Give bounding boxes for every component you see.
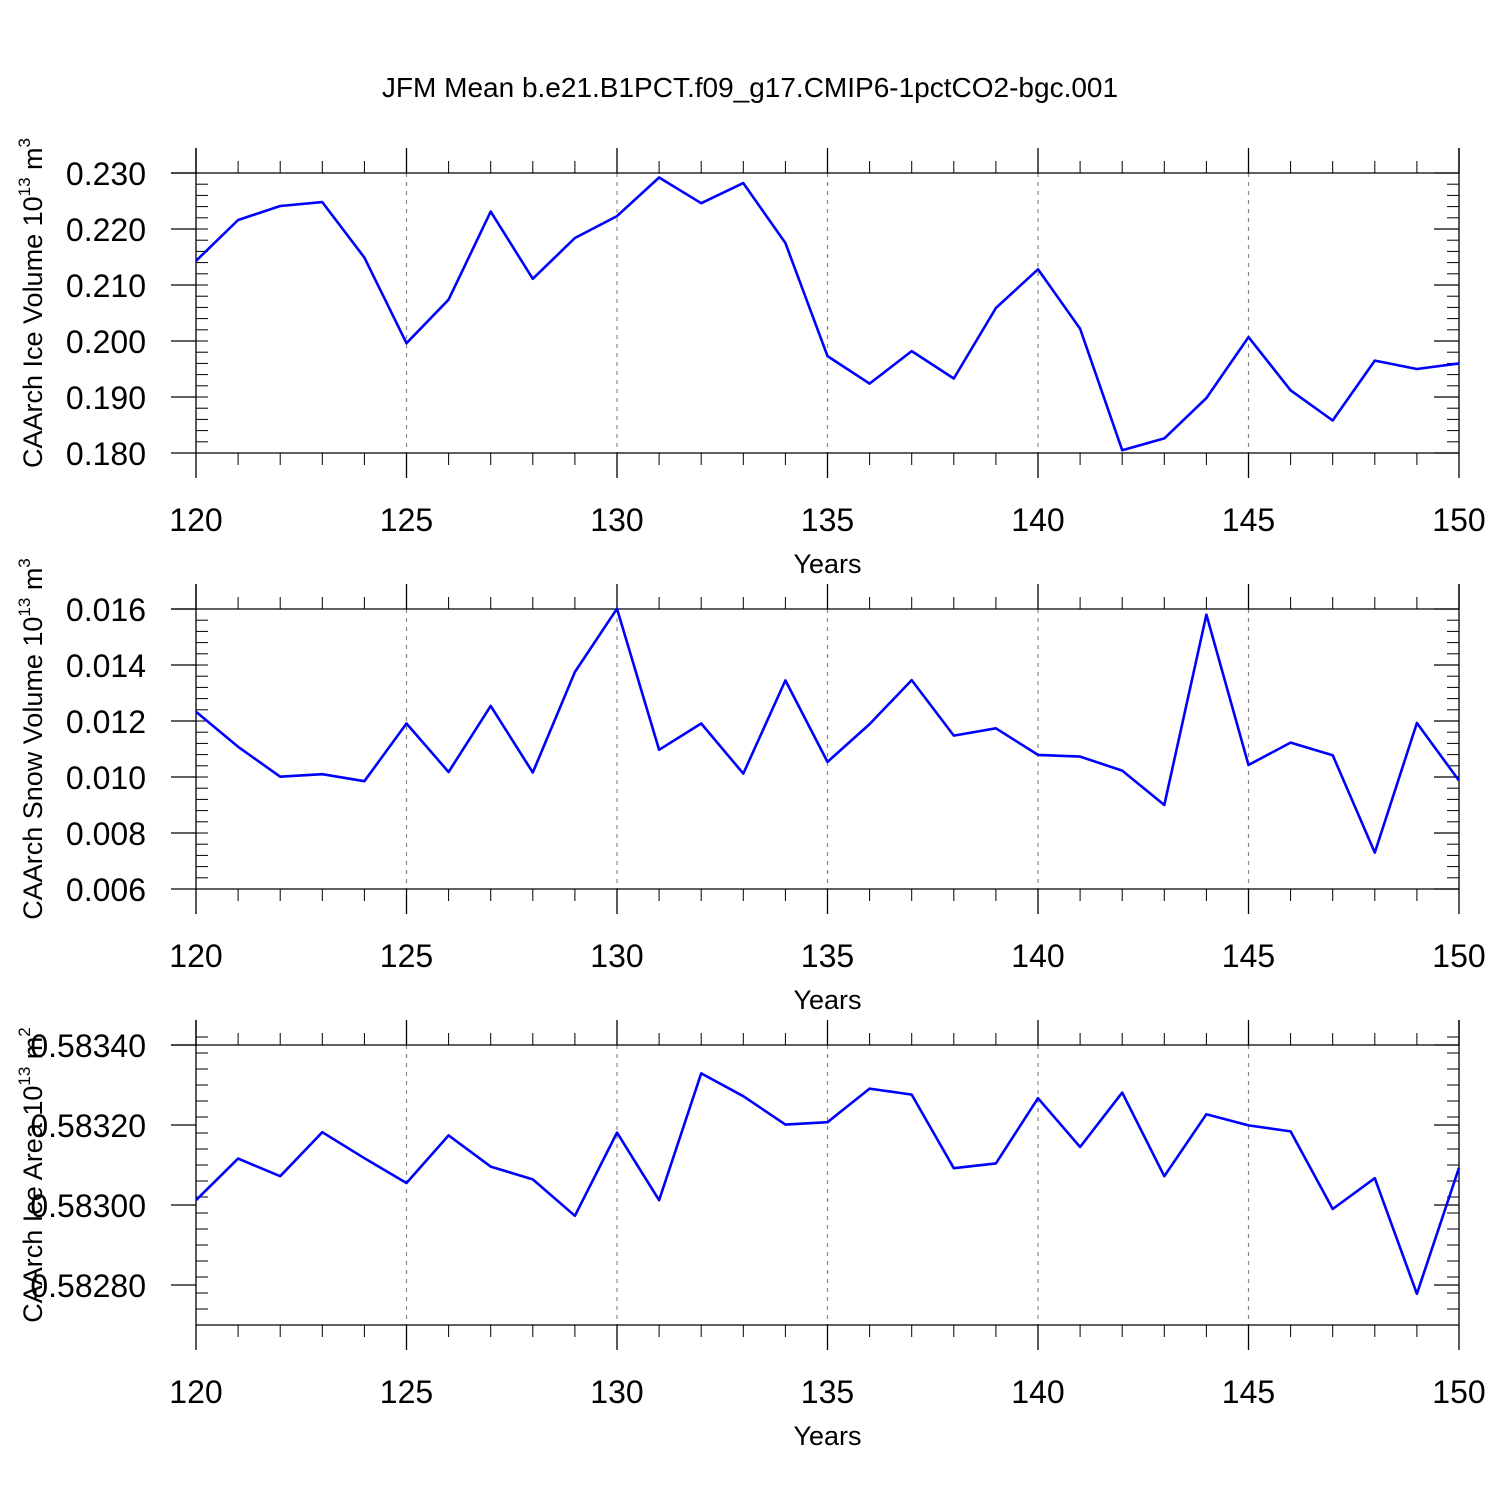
y-tick-label: 0.006 xyxy=(66,872,146,908)
x-tick-label: 130 xyxy=(590,938,643,974)
y-tick-label: 0.010 xyxy=(66,760,146,796)
y-tick-label: 0.012 xyxy=(66,704,146,740)
y-tick-label: 0.180 xyxy=(66,436,146,472)
y-tick-label: 0.230 xyxy=(66,156,146,192)
y-tick-label: 0.200 xyxy=(66,324,146,360)
series-line xyxy=(195,1072,1461,1296)
y-tick-label: 0.58300 xyxy=(30,1188,146,1224)
x-tick-label: 125 xyxy=(380,938,433,974)
y-tick-label: 0.008 xyxy=(66,816,146,852)
x-tick-label: 145 xyxy=(1222,502,1275,538)
x-tick-label: 150 xyxy=(1432,1374,1485,1410)
x-tick-label: 135 xyxy=(801,1374,854,1410)
chart-panel-1: 0.180 0.190 0.200 0.210 0.220 0.230 120 125 130 1… xyxy=(15,138,1486,579)
y-axis-label: CAArch Snow Volume 1013 m3 xyxy=(15,558,48,920)
y-axis-label: CAArch Ice Volume 1013 m3 xyxy=(15,138,48,468)
x-axis-label: Years xyxy=(793,549,861,579)
x-axis-label: Years xyxy=(793,1421,861,1451)
chart-panel-2: 0.006 0.008 0.010 0.012 0.014 0.016 120 125 130 1… xyxy=(15,558,1486,1015)
x-tick-label: 150 xyxy=(1432,938,1485,974)
x-tick-label: 120 xyxy=(169,1374,222,1410)
y-axis-label: CAArch Ice Area 1013 m2 xyxy=(15,1027,48,1323)
x-tick-label: 130 xyxy=(590,502,643,538)
x-tick-label: 145 xyxy=(1222,1374,1275,1410)
y-tick-label: 0.190 xyxy=(66,380,146,416)
y-tick-label: 0.210 xyxy=(66,268,146,304)
x-tick-label: 120 xyxy=(169,502,222,538)
series-line xyxy=(195,607,1461,854)
x-tick-label: 135 xyxy=(801,502,854,538)
series-line xyxy=(195,176,1460,452)
x-tick-label: 130 xyxy=(590,1374,643,1410)
x-tick-label: 135 xyxy=(801,938,854,974)
y-tick-label: 0.016 xyxy=(66,592,146,628)
y-tick-label: 0.58320 xyxy=(30,1108,146,1144)
x-tick-label: 125 xyxy=(380,1374,433,1410)
y-tick-label: 0.014 xyxy=(66,648,146,684)
y-tick-label: 0.220 xyxy=(66,212,146,248)
x-tick-label: 145 xyxy=(1222,938,1275,974)
x-axis-label: Years xyxy=(793,985,861,1015)
x-tick-label: 140 xyxy=(1011,1374,1064,1410)
x-tick-label: 140 xyxy=(1011,502,1064,538)
chart-panel-3: 0.58280 0.58300 0.58320 0.58340 120 125 130 135… xyxy=(15,1020,1486,1451)
page-title: JFM Mean b.e21.B1PCT.f09_g17.CMIP6-1pctC… xyxy=(381,72,1119,103)
x-tick-label: 150 xyxy=(1432,502,1485,538)
y-tick-label: 0.58280 xyxy=(30,1268,146,1304)
y-tick-label: 0.58340 xyxy=(30,1028,146,1064)
x-tick-label: 140 xyxy=(1011,938,1064,974)
x-tick-label: 125 xyxy=(380,502,433,538)
x-tick-label: 120 xyxy=(169,938,222,974)
